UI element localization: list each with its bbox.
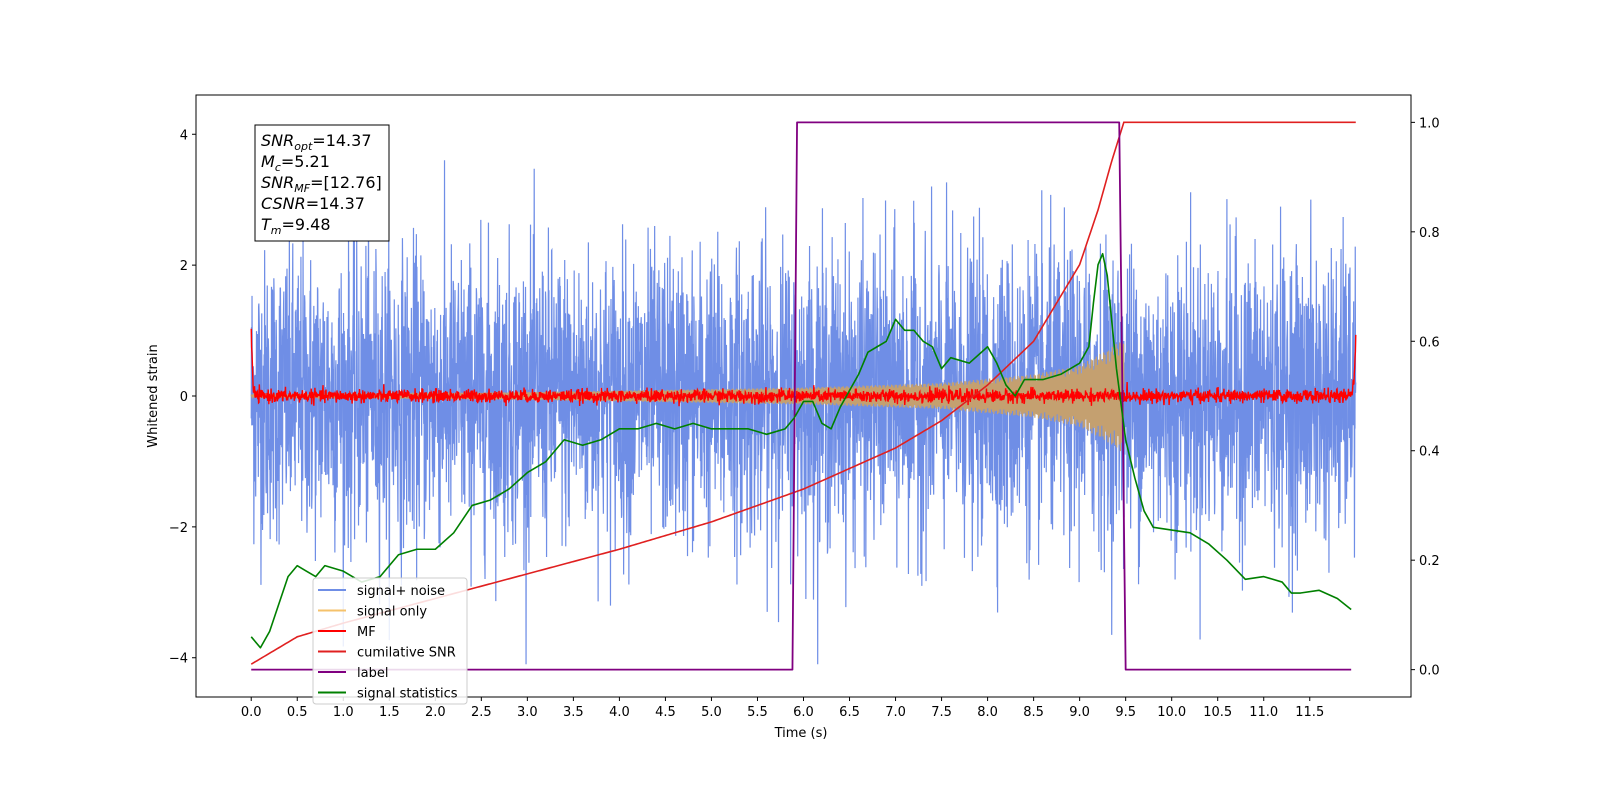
x-tick-label: 5.0: [701, 705, 722, 720]
annotation-value: =9.48: [282, 215, 331, 234]
annotation-symbol: T: [261, 215, 272, 234]
legend-frame: [312, 577, 468, 705]
annotation-value: =14.37: [306, 194, 365, 213]
series-mf: [250, 328, 1357, 407]
x-tick-label: 4.5: [655, 705, 676, 720]
x-tick-label: 4.0: [609, 705, 630, 720]
annotation-box: SNRopt=14.37Mc=5.21SNRMF=[12.76]CSNR=14.…: [254, 124, 390, 242]
annotation-subscript: c: [275, 161, 281, 174]
x-axis: 0.0 0.5 1.0 1.5 2.0 2.5 3.0 3.5 4.0 4.5 5.0 5.5 6.0 6…: [241, 697, 1324, 720]
y-tick-label-right: 1.0: [1419, 116, 1440, 131]
x-tick-label: 3.5: [563, 705, 584, 720]
annotation-line: Tm=9.48: [261, 215, 331, 237]
x-tick-label: 2.5: [471, 705, 492, 720]
x-axis-label: Time (s): [774, 726, 828, 741]
x-tick-label: 7.5: [931, 705, 952, 720]
x-tick-label: 9.0: [1069, 705, 1090, 720]
y-tick-label: 4: [180, 128, 188, 143]
y-tick-label: −2: [169, 521, 188, 536]
x-tick-label: 11.5: [1295, 705, 1324, 720]
y-axis-right: 0.0 0.2 0.4 0.6 0.8 1.0: [1411, 116, 1440, 679]
y-tick-label-right: 0.6: [1419, 335, 1440, 350]
y-tick-label-right: 0.4: [1419, 445, 1440, 460]
y-tick-label: 0: [180, 390, 188, 405]
legend-entry: signal only: [357, 605, 427, 620]
legend-entry: label: [357, 666, 388, 681]
legend-entry: signal+ noise: [357, 584, 445, 599]
x-tick-label: 5.5: [747, 705, 768, 720]
annotation-value: =14.37: [312, 131, 371, 150]
annotation-subscript: MF: [294, 182, 310, 195]
annotation-symbol: M: [261, 152, 275, 171]
y-axis-left: −4 −2 0 2 4: [169, 128, 196, 667]
x-tick-label: 10.0: [1157, 705, 1186, 720]
annotation-value: =[12.76]: [310, 173, 382, 192]
annotation-line: Mc=5.21: [261, 152, 330, 174]
annotation-subscript: opt: [294, 140, 313, 153]
annotation-box-frame: [254, 124, 390, 242]
annotation-value: =5.21: [281, 152, 330, 171]
x-tick-label: 8.5: [1023, 705, 1044, 720]
x-tick-label: 9.5: [1115, 705, 1136, 720]
x-tick-label: 11.0: [1249, 705, 1278, 720]
legend: signal+ noise signal only MF cumilative SNR…: [312, 577, 468, 705]
annotation-symbol: CSNR: [261, 194, 306, 213]
x-tick-label: 0.5: [287, 705, 308, 720]
y-axis-label: Whitened strain: [146, 344, 161, 447]
legend-entry: signal statistics: [357, 687, 458, 702]
annotation-line: SNRopt=14.37: [261, 131, 372, 153]
y-tick-label-right: 0.2: [1419, 554, 1440, 569]
y-tick-label: 2: [180, 259, 188, 274]
legend-entry: cumilative SNR: [357, 646, 456, 661]
series-label: [251, 121, 1352, 671]
x-tick-label: 6.0: [793, 705, 814, 720]
y-tick-label-right: 0.0: [1419, 664, 1440, 679]
annotation-subscript: m: [271, 224, 282, 237]
annotation-line: SNRMF=[12.76]: [261, 173, 382, 195]
x-tick-label: 3.0: [517, 705, 538, 720]
y-tick-label: −4: [169, 652, 188, 667]
x-tick-label: 1.0: [333, 705, 354, 720]
legend-entry: MF: [357, 625, 376, 640]
annotation-symbol: SNR: [261, 131, 294, 150]
x-tick-label: 10.5: [1203, 705, 1232, 720]
x-tick-label: 6.5: [839, 705, 860, 720]
series-signal-statistics: [250, 252, 1352, 649]
annotation-line: CSNR=14.37: [261, 194, 365, 213]
x-tick-label: 8.0: [977, 705, 998, 720]
y-tick-label-right: 0.8: [1419, 226, 1440, 241]
x-tick-label: 0.0: [241, 705, 262, 720]
x-tick-label: 1.5: [379, 705, 400, 720]
series-signal-noise: [250, 160, 1357, 665]
annotation-symbol: SNR: [261, 173, 294, 192]
x-tick-label: 7.0: [885, 705, 906, 720]
x-tick-label: 2.0: [425, 705, 446, 720]
